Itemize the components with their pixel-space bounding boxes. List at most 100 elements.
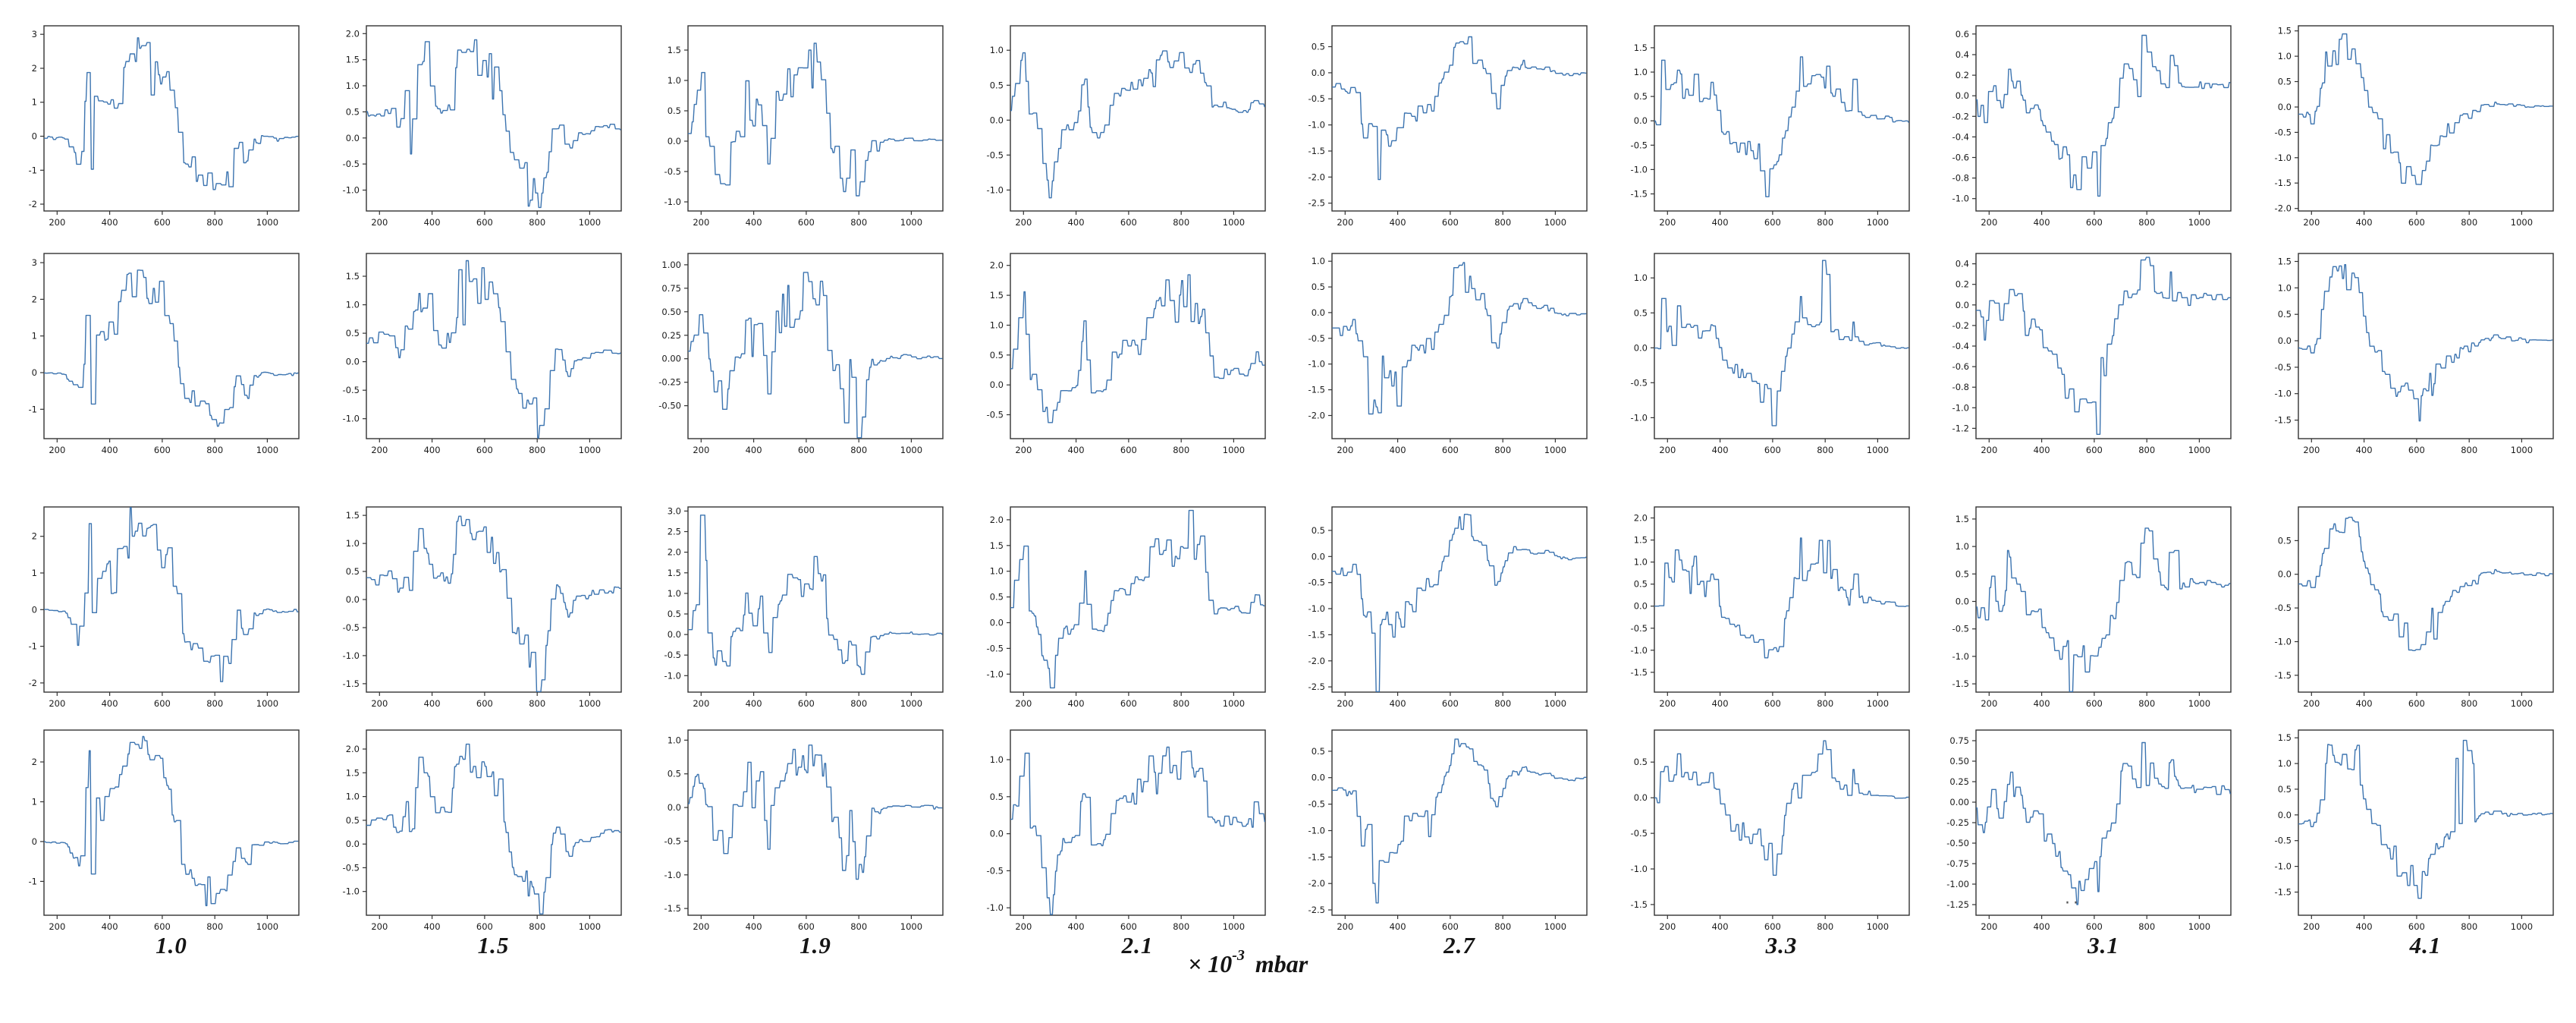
y-tick-label: -0.2 bbox=[1952, 320, 1969, 331]
x-tick-label: 800 bbox=[1817, 698, 1833, 709]
y-tick-label: -0.75 bbox=[1946, 858, 1969, 869]
y-tick-label: 0.0 bbox=[1312, 68, 1325, 78]
plot-frame bbox=[43, 25, 300, 212]
y-tick-label: -0.50 bbox=[1946, 838, 1969, 848]
y-tick-label: 0.0 bbox=[668, 802, 681, 813]
y-tick-label: 1.0 bbox=[2277, 758, 2291, 769]
x-tick-label: 400 bbox=[2034, 445, 2050, 455]
y-tick-label: -0.8 bbox=[1952, 382, 1969, 392]
plot-frame bbox=[1975, 253, 2232, 439]
y-tick-label: 0.5 bbox=[345, 106, 359, 117]
y-tick-label: 1.5 bbox=[1956, 514, 1969, 524]
y-tick-label: 0.5 bbox=[2277, 77, 2291, 87]
subplot-r3-c6: 2.0 1.5 1.0 0.5 0.0 -0.5 -1.0 -1.5 200 400 600 800 1… bbox=[1630, 506, 1910, 709]
series-line bbox=[1010, 274, 1264, 423]
subplot-r1-c1: 3 2 1 0 -1 -2 200 400 600 800 1000 bbox=[29, 25, 300, 228]
plot-frame bbox=[687, 506, 944, 693]
subplot-r4-c7: 0.75 0.50 0.25 0.00 -0.25 -0.50 -0.75 -1.00 -1.2… bbox=[1946, 729, 2232, 932]
y-tick-label: 0.0 bbox=[2277, 335, 2291, 346]
x-tick-label: 1000 bbox=[1866, 217, 1888, 228]
y-tick-label: 1.5 bbox=[989, 540, 1003, 551]
x-tick-label: 800 bbox=[1173, 445, 1189, 455]
y-tick-label: 1.0 bbox=[989, 45, 1003, 55]
x-tick-label: 200 bbox=[1659, 445, 1676, 455]
y-tick-label: 0.0 bbox=[989, 829, 1003, 839]
x-tick-label: 1000 bbox=[900, 698, 922, 709]
x-tick-label: 200 bbox=[1981, 217, 1997, 228]
series-line bbox=[2298, 516, 2552, 651]
y-tick-label: -2 bbox=[29, 199, 37, 209]
y-tick-label: 0.5 bbox=[1312, 746, 1325, 757]
y-tick-label: 1.0 bbox=[1633, 272, 1647, 283]
plot-frame bbox=[43, 253, 300, 439]
x-tick-label: 600 bbox=[1442, 921, 1459, 932]
column-label-2.7: 2.7 bbox=[1444, 932, 1475, 958]
y-tick-label: 1.0 bbox=[2277, 51, 2291, 61]
y-tick-label: 1.5 bbox=[345, 271, 359, 282]
y-tick-label: -0.5 bbox=[986, 643, 1003, 653]
y-tick-label: 0.6 bbox=[1956, 29, 1969, 39]
x-tick-label: 800 bbox=[1494, 921, 1511, 932]
x-tick-label: 400 bbox=[746, 698, 762, 709]
y-tick-label: 0.2 bbox=[1956, 70, 1969, 80]
y-tick-label: 1.5 bbox=[2277, 732, 2291, 743]
x-tick-label: 200 bbox=[693, 217, 709, 228]
y-tick-label: -2.5 bbox=[1308, 681, 1325, 692]
x-tick-label: 800 bbox=[529, 698, 545, 709]
series-line bbox=[44, 37, 299, 190]
y-tick-label: 1.5 bbox=[1633, 535, 1647, 546]
y-tick-label: 0.0 bbox=[668, 629, 681, 640]
y-tick-label: -0.5 bbox=[1630, 623, 1647, 634]
y-tick-label: -1.5 bbox=[1308, 629, 1325, 640]
y-tick-label: -0.5 bbox=[1630, 828, 1647, 839]
y-tick-label: 0.5 bbox=[1312, 525, 1325, 536]
y-tick-label: -1.5 bbox=[664, 903, 681, 914]
y-tick-label: -0.5 bbox=[342, 862, 359, 873]
series-line bbox=[2298, 739, 2553, 899]
x-tick-label: 800 bbox=[850, 217, 867, 228]
x-tick-label: 1000 bbox=[900, 921, 922, 932]
y-tick-label: -1.0 bbox=[2274, 389, 2291, 399]
x-tick-label: 200 bbox=[49, 921, 65, 932]
plot-frame bbox=[687, 729, 944, 916]
y-tick-label: -1.2 bbox=[1952, 423, 1969, 433]
x-tick-label: 400 bbox=[2355, 698, 2372, 709]
y-tick-label: 0.5 bbox=[989, 792, 1003, 802]
y-tick-label: 0.25 bbox=[661, 330, 681, 341]
series-line bbox=[1976, 741, 2231, 905]
y-tick-label: 0 bbox=[32, 836, 37, 847]
y-tick-label: 1.0 bbox=[1312, 256, 1325, 266]
x-tick-label: 200 bbox=[693, 445, 709, 455]
series-line bbox=[366, 39, 621, 209]
y-tick-label: 0.0 bbox=[1312, 773, 1325, 783]
plot-frame bbox=[1653, 729, 1910, 916]
column-label-1.0: 1.0 bbox=[156, 932, 187, 958]
x-tick-label: 400 bbox=[1067, 921, 1084, 932]
y-tick-label: 0.5 bbox=[989, 350, 1003, 360]
x-tick-label: 1000 bbox=[1222, 921, 1244, 932]
subplot-r1-c8: 1.5 1.0 0.5 0.0 -0.5 -1.0 -1.5 -2.0 200 400 600 800… bbox=[2274, 25, 2554, 228]
x-tick-label: 800 bbox=[2138, 698, 2155, 709]
y-tick-label: 3 bbox=[32, 257, 37, 268]
x-tick-label: 600 bbox=[476, 698, 492, 709]
subplot-r1-c6: 1.5 1.0 0.5 0.0 -0.5 -1.0 -1.5 200 400 600 800 1000 bbox=[1630, 25, 1910, 228]
x-tick-label: 800 bbox=[1494, 698, 1511, 709]
unit-prefix: × 10 bbox=[1188, 950, 1233, 977]
plot-frame bbox=[1009, 729, 1266, 916]
y-tick-label: 2 bbox=[32, 294, 37, 304]
subplot-r1-c5: 0.5 0.0 -0.5 -1.0 -1.5 -2.0 -2.5 200 400 600 800 10… bbox=[1308, 25, 1588, 228]
y-tick-label: -0.25 bbox=[658, 377, 681, 388]
x-tick-label: 800 bbox=[206, 445, 223, 455]
y-tick-label: -0.5 bbox=[2274, 362, 2291, 373]
y-tick-label: 2.0 bbox=[989, 260, 1003, 271]
x-tick-label: 200 bbox=[2303, 698, 2320, 709]
plot-frame bbox=[2297, 506, 2554, 693]
y-tick-label: -1.0 bbox=[986, 902, 1003, 913]
y-tick-label: 0.0 bbox=[989, 618, 1003, 628]
x-tick-label: 600 bbox=[2408, 445, 2424, 455]
series-line bbox=[688, 744, 943, 880]
y-tick-label: -1.0 bbox=[1952, 194, 1969, 204]
y-tick-label: -0.5 bbox=[986, 150, 1003, 160]
series-line bbox=[2298, 264, 2552, 422]
